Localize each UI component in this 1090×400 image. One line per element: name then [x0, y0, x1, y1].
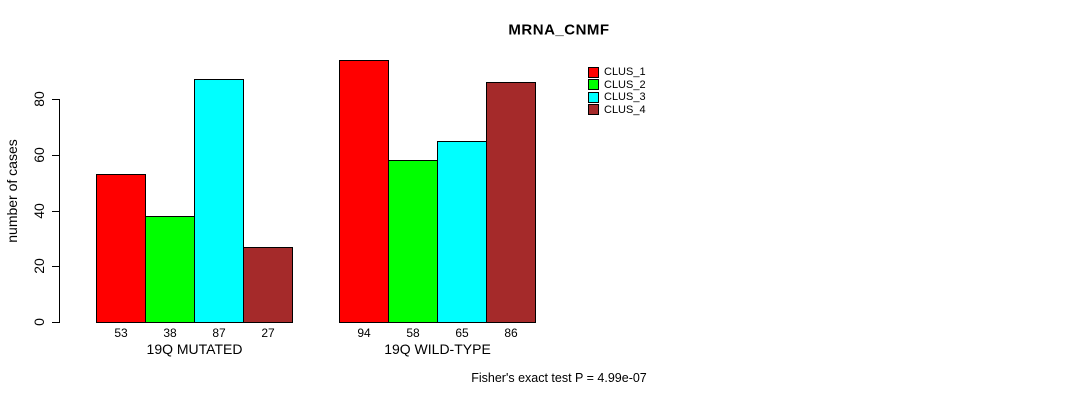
bar-value-label: 38	[163, 326, 177, 340]
y-axis-tick	[52, 99, 59, 100]
bar-value-label: 86	[504, 326, 518, 340]
x-group-label: 19Q MUTATED	[146, 341, 243, 357]
bar-clus_3-2	[437, 141, 487, 323]
y-axis-tick-label: 0	[31, 318, 47, 326]
bar-clus_1-2	[339, 60, 389, 323]
bar-clus_4-1	[243, 247, 293, 323]
bar-clus_2-1	[145, 216, 195, 323]
bar-clus_1-1	[96, 174, 146, 323]
bar-value-label: 87	[212, 326, 226, 340]
legend-item-clus_1: CLUS_1	[588, 66, 646, 78]
legend-item-clus_3: CLUS_3	[588, 91, 646, 103]
y-axis-label: number of cases	[4, 139, 20, 243]
y-axis-tick-label: 20	[31, 258, 47, 274]
legend-swatch-clus_1	[588, 66, 599, 78]
legend-item-clus_2: CLUS_2	[588, 79, 646, 91]
legend-label: CLUS_4	[604, 103, 646, 116]
legend-label: CLUS_1	[604, 66, 646, 78]
y-axis-line	[59, 99, 60, 323]
y-axis-tick-label: 40	[31, 203, 47, 219]
y-axis-tick	[52, 155, 59, 156]
fisher-test-annotation: Fisher's exact test P = 4.99e-07	[471, 371, 647, 385]
y-axis-tick	[52, 266, 59, 267]
legend-label: CLUS_2	[604, 78, 646, 91]
bar-value-label: 65	[455, 326, 469, 340]
bar-value-label: 94	[357, 326, 371, 340]
legend-item-clus_4: CLUS_4	[588, 104, 646, 116]
bar-value-label: 58	[406, 326, 420, 340]
legend-label: CLUS_3	[604, 91, 646, 103]
y-axis-tick	[52, 322, 59, 323]
y-axis-tick-label: 60	[31, 147, 47, 163]
bar-clus_2-2	[388, 160, 438, 323]
y-axis-tick	[52, 211, 59, 212]
bar-clus_3-1	[194, 79, 244, 323]
bar-clus_4-2	[486, 82, 536, 323]
legend-swatch-clus_4	[588, 104, 599, 115]
legend-swatch-clus_3	[588, 91, 599, 103]
bar-value-label: 27	[261, 326, 275, 340]
y-axis-tick-label: 80	[31, 91, 47, 107]
legend-swatch-clus_2	[588, 79, 599, 90]
x-group-label: 19Q WILD-TYPE	[384, 341, 491, 357]
chart-title: MRNA_CNMF	[508, 21, 610, 39]
bar-value-label: 53	[114, 326, 128, 340]
